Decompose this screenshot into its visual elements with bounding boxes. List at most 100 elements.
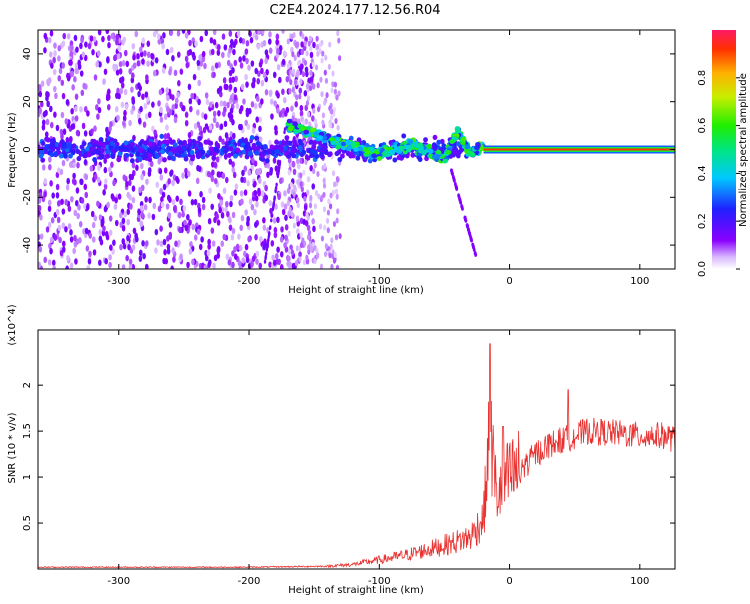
spectrogram-cell (454, 184, 458, 189)
spectrogram-cell (144, 263, 149, 269)
spectrogram-cell (135, 151, 140, 157)
spectrogram-cell (121, 264, 126, 269)
spectrogram-cell (262, 217, 266, 224)
spectrogram-cell (52, 57, 56, 64)
spectrogram-cell (165, 87, 170, 94)
spectrogram-cell (163, 133, 168, 140)
spectrogram-cell (38, 90, 43, 98)
spectrogram-cell (436, 139, 442, 145)
spectrogram-cell (86, 265, 91, 269)
spectrogram-cell (216, 245, 221, 253)
spectrogram-cell (251, 255, 256, 263)
spectrogram-cell (246, 220, 250, 227)
spectrogram-cell (179, 253, 183, 260)
spectrogram-cell (191, 223, 196, 231)
spectrogram-cell (305, 50, 309, 57)
spectrogram-cell (272, 203, 275, 208)
spectrogram-cell (276, 216, 280, 224)
spectrogram-cell (258, 61, 263, 68)
spectrogram-cell (177, 212, 182, 219)
spectrogram-cell (369, 147, 375, 153)
spectrogram-cell (49, 180, 53, 187)
spectrogram-cell (371, 153, 377, 159)
spectrogram-cell (228, 83, 233, 91)
spectrogram-cell (153, 145, 159, 151)
spectrogram-cell (260, 80, 265, 87)
spectrogram-cell (435, 149, 442, 155)
spectrogram-cell (147, 141, 153, 147)
spectrogram-cell (300, 115, 304, 122)
spectrogram-cell (127, 143, 133, 150)
spectrogram-cell (287, 169, 291, 176)
spectrogram-cell (262, 224, 267, 231)
spectrogram-cell (283, 190, 287, 197)
spectrogram-cell (206, 249, 211, 257)
spectrogram-cell (146, 60, 150, 67)
spectrogram-cell (141, 58, 145, 65)
spectrogram-cell (143, 204, 148, 211)
spectrogram-cell (195, 153, 201, 160)
spectrogram-cell (178, 140, 183, 146)
spectrogram-cell (70, 44, 74, 51)
spectrogram-cell (53, 111, 57, 118)
spectrogram-cell (262, 40, 267, 47)
spectrogram-cell (139, 249, 143, 257)
spectrogram-cell (322, 191, 326, 198)
spectrogram-cell (223, 120, 228, 128)
spectrogram-cell (197, 79, 202, 87)
spectrogram-cell (138, 255, 143, 262)
spectrogram-cell (98, 140, 103, 147)
spectrogram-cell (123, 49, 128, 57)
snr-frame (37, 329, 676, 570)
spectrogram-cell (203, 264, 208, 269)
spectrogram-cell (239, 224, 244, 232)
spectrogram-cell (316, 106, 321, 113)
spectrogram-cell (337, 55, 342, 62)
spectrogram-cell (112, 179, 116, 187)
spectrogram-cell (242, 55, 246, 62)
snr-y-tick-label: 1.5 (22, 423, 33, 439)
spectrogram-cell (103, 183, 108, 190)
spectrogram-cell (268, 231, 271, 236)
spectrogram-cell (109, 140, 115, 147)
spectrogram-cell (292, 222, 296, 229)
spectrogram-cell (289, 79, 293, 86)
spectrogram-cell (326, 209, 331, 216)
spectrogram-cell (74, 199, 79, 207)
spectrogram-cell (71, 84, 75, 91)
spectrogram-cell (267, 237, 270, 242)
spectrogram-cell (86, 110, 90, 117)
spectrogram-cell (212, 262, 216, 269)
spectrogram-cell (282, 96, 287, 104)
spectrogram-cell (256, 43, 261, 50)
spectrogram-cell (195, 177, 200, 185)
spectrogram-cell (317, 135, 323, 140)
spectrogram-cell (208, 259, 212, 266)
spectrogram-cell (203, 62, 207, 70)
spectrogram-cell (102, 189, 106, 196)
spectrogram-cell (210, 161, 215, 168)
spectrogram-cell (44, 143, 50, 150)
spectrogram-cell (219, 199, 224, 206)
snr-x-tick-label: -200 (238, 576, 261, 587)
spectrogram-cell (321, 112, 325, 119)
spectrogram-cell (113, 203, 118, 210)
spectrogram-y-tick-label: 20 (22, 95, 33, 108)
spectrogram-cell (208, 150, 214, 156)
spectrogram-cell (227, 216, 232, 223)
spectrogram-cell (286, 69, 291, 76)
spectrogram-cell (169, 46, 174, 54)
spectrogram-cell (298, 256, 302, 263)
spectrogram-cell (418, 147, 424, 153)
spectrogram-cell (329, 114, 334, 121)
spectrogram-cell (273, 195, 276, 200)
spectrogram-cell (227, 259, 232, 266)
spectrogram-cell (464, 217, 467, 222)
spectrogram-cell (229, 113, 234, 121)
spectrogram-cell (270, 113, 274, 120)
spectrogram-cell (231, 161, 235, 168)
spectrogram-cell (190, 156, 195, 162)
spectrogram-cell (273, 226, 278, 234)
spectrogram-cell (82, 153, 88, 159)
snr-x-tick-label: 100 (630, 576, 649, 587)
